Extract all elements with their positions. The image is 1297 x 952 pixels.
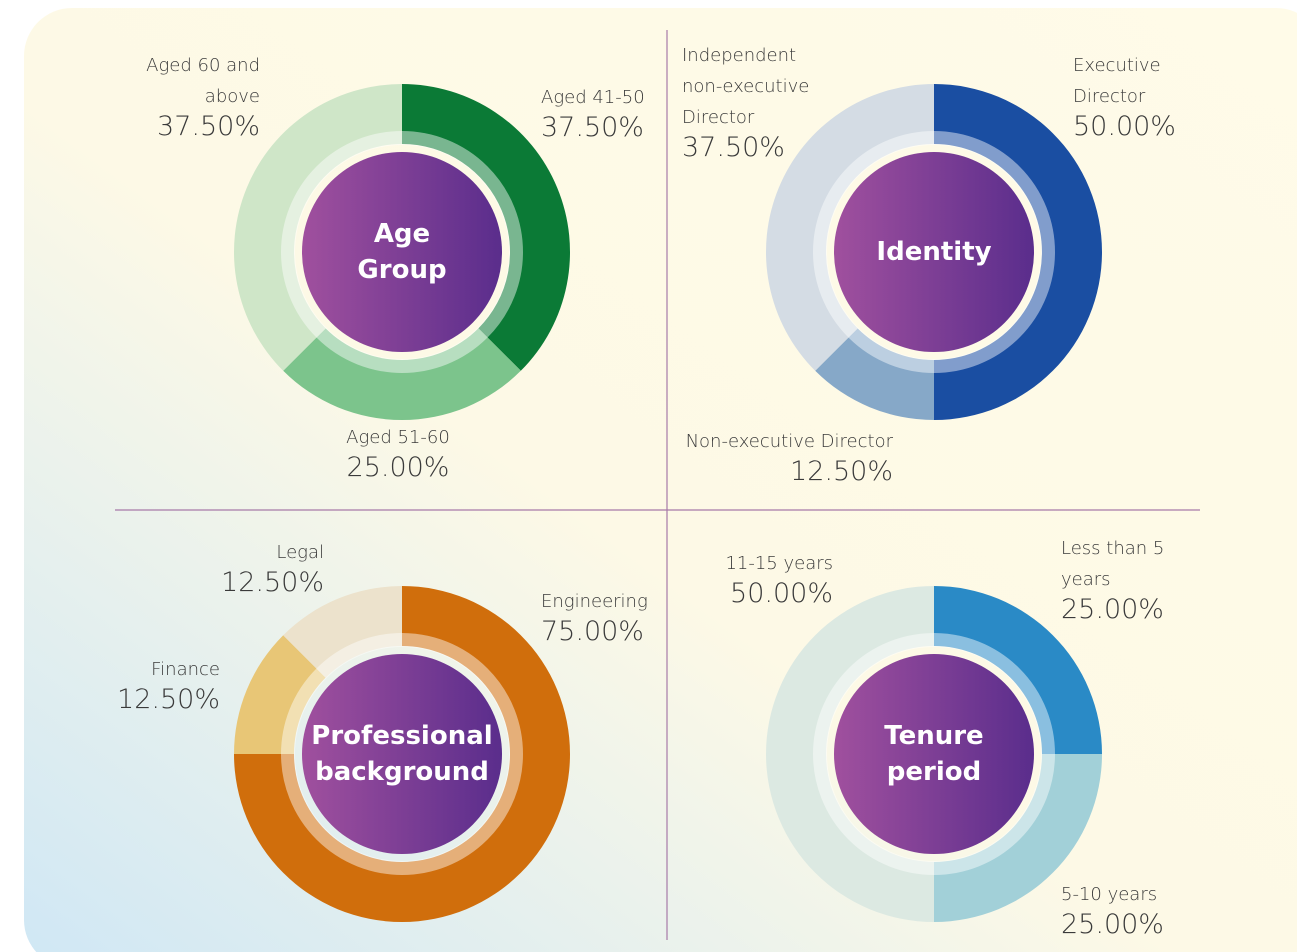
chart-title: Professional background (311, 721, 493, 787)
inner-ring (281, 633, 523, 875)
slice-label: Executive Director 50.00% (1073, 50, 1183, 142)
donut-slice (934, 754, 1102, 922)
slice-label: Aged 51-60 25.00% (318, 422, 478, 483)
category-name: Engineering (541, 591, 648, 612)
inner-ring (281, 131, 523, 373)
category-name: Aged 60 and above (146, 55, 260, 107)
slice-label: 5-10 years 25.00% (1061, 879, 1171, 940)
slice-label: Finance 12.50% (100, 654, 220, 715)
value-label: 25.00% (1061, 594, 1164, 625)
center-disc (834, 152, 1034, 352)
center-disc (302, 152, 502, 352)
donut-slice (234, 635, 326, 754)
donut-slice (234, 586, 570, 922)
donut-slice (283, 586, 402, 678)
value-label: 12.50% (790, 456, 893, 487)
value-label: 12.50% (221, 567, 324, 598)
category-name: Non-executive Director (685, 431, 893, 452)
inner-ring (813, 131, 1055, 373)
donut-slice (934, 586, 1102, 754)
category-name: Aged 51-60 (346, 427, 450, 448)
donut-slice (934, 84, 1102, 420)
slice-label: Legal 12.50% (204, 537, 324, 598)
slice-label: Aged 60 and above 37.50% (140, 50, 260, 142)
slice-label: Less than 5 years 25.00% (1061, 533, 1171, 625)
inner-ring (813, 633, 1055, 875)
category-name: Aged 41-50 (541, 87, 645, 108)
chart-title: Age Group (357, 219, 447, 285)
donut-slice (766, 586, 934, 922)
center-disc (834, 654, 1034, 854)
slice-label: Independent non-executive Director 37.50% (682, 40, 832, 163)
center-disc (302, 654, 502, 854)
category-name: 11-15 years (725, 553, 833, 574)
category-name: Finance (151, 659, 220, 680)
category-name: Less than 5 years (1061, 538, 1165, 590)
donut-slice (234, 84, 402, 371)
category-name: Independent non-executive Director (682, 45, 810, 128)
donut-slice (402, 84, 570, 371)
value-label: 25.00% (346, 452, 450, 483)
value-label: 50.00% (1073, 111, 1176, 142)
value-label: 37.50% (682, 132, 785, 163)
value-label: 75.00% (541, 616, 644, 647)
donut-slice (815, 328, 934, 420)
value-label: 25.00% (1061, 909, 1164, 940)
category-name: Executive Director (1073, 55, 1161, 107)
category-name: 5-10 years (1061, 884, 1158, 905)
value-label: 37.50% (157, 111, 260, 142)
background (24, 8, 1297, 952)
value-label: 12.50% (117, 684, 220, 715)
donut-slice (766, 84, 934, 371)
donut-slice (283, 328, 521, 420)
slice-label: 11-15 years 50.00% (713, 548, 833, 609)
category-name: Legal (276, 542, 324, 563)
chart-title: Identity (876, 237, 992, 267)
chart-title: Tenure period (884, 721, 984, 787)
slice-label: Aged 41-50 37.50% (541, 82, 671, 143)
value-label: 37.50% (541, 112, 644, 143)
slice-label: Non-executive Director 12.50% (673, 426, 893, 487)
slice-label: Engineering 75.00% (541, 586, 671, 647)
value-label: 50.00% (730, 578, 833, 609)
